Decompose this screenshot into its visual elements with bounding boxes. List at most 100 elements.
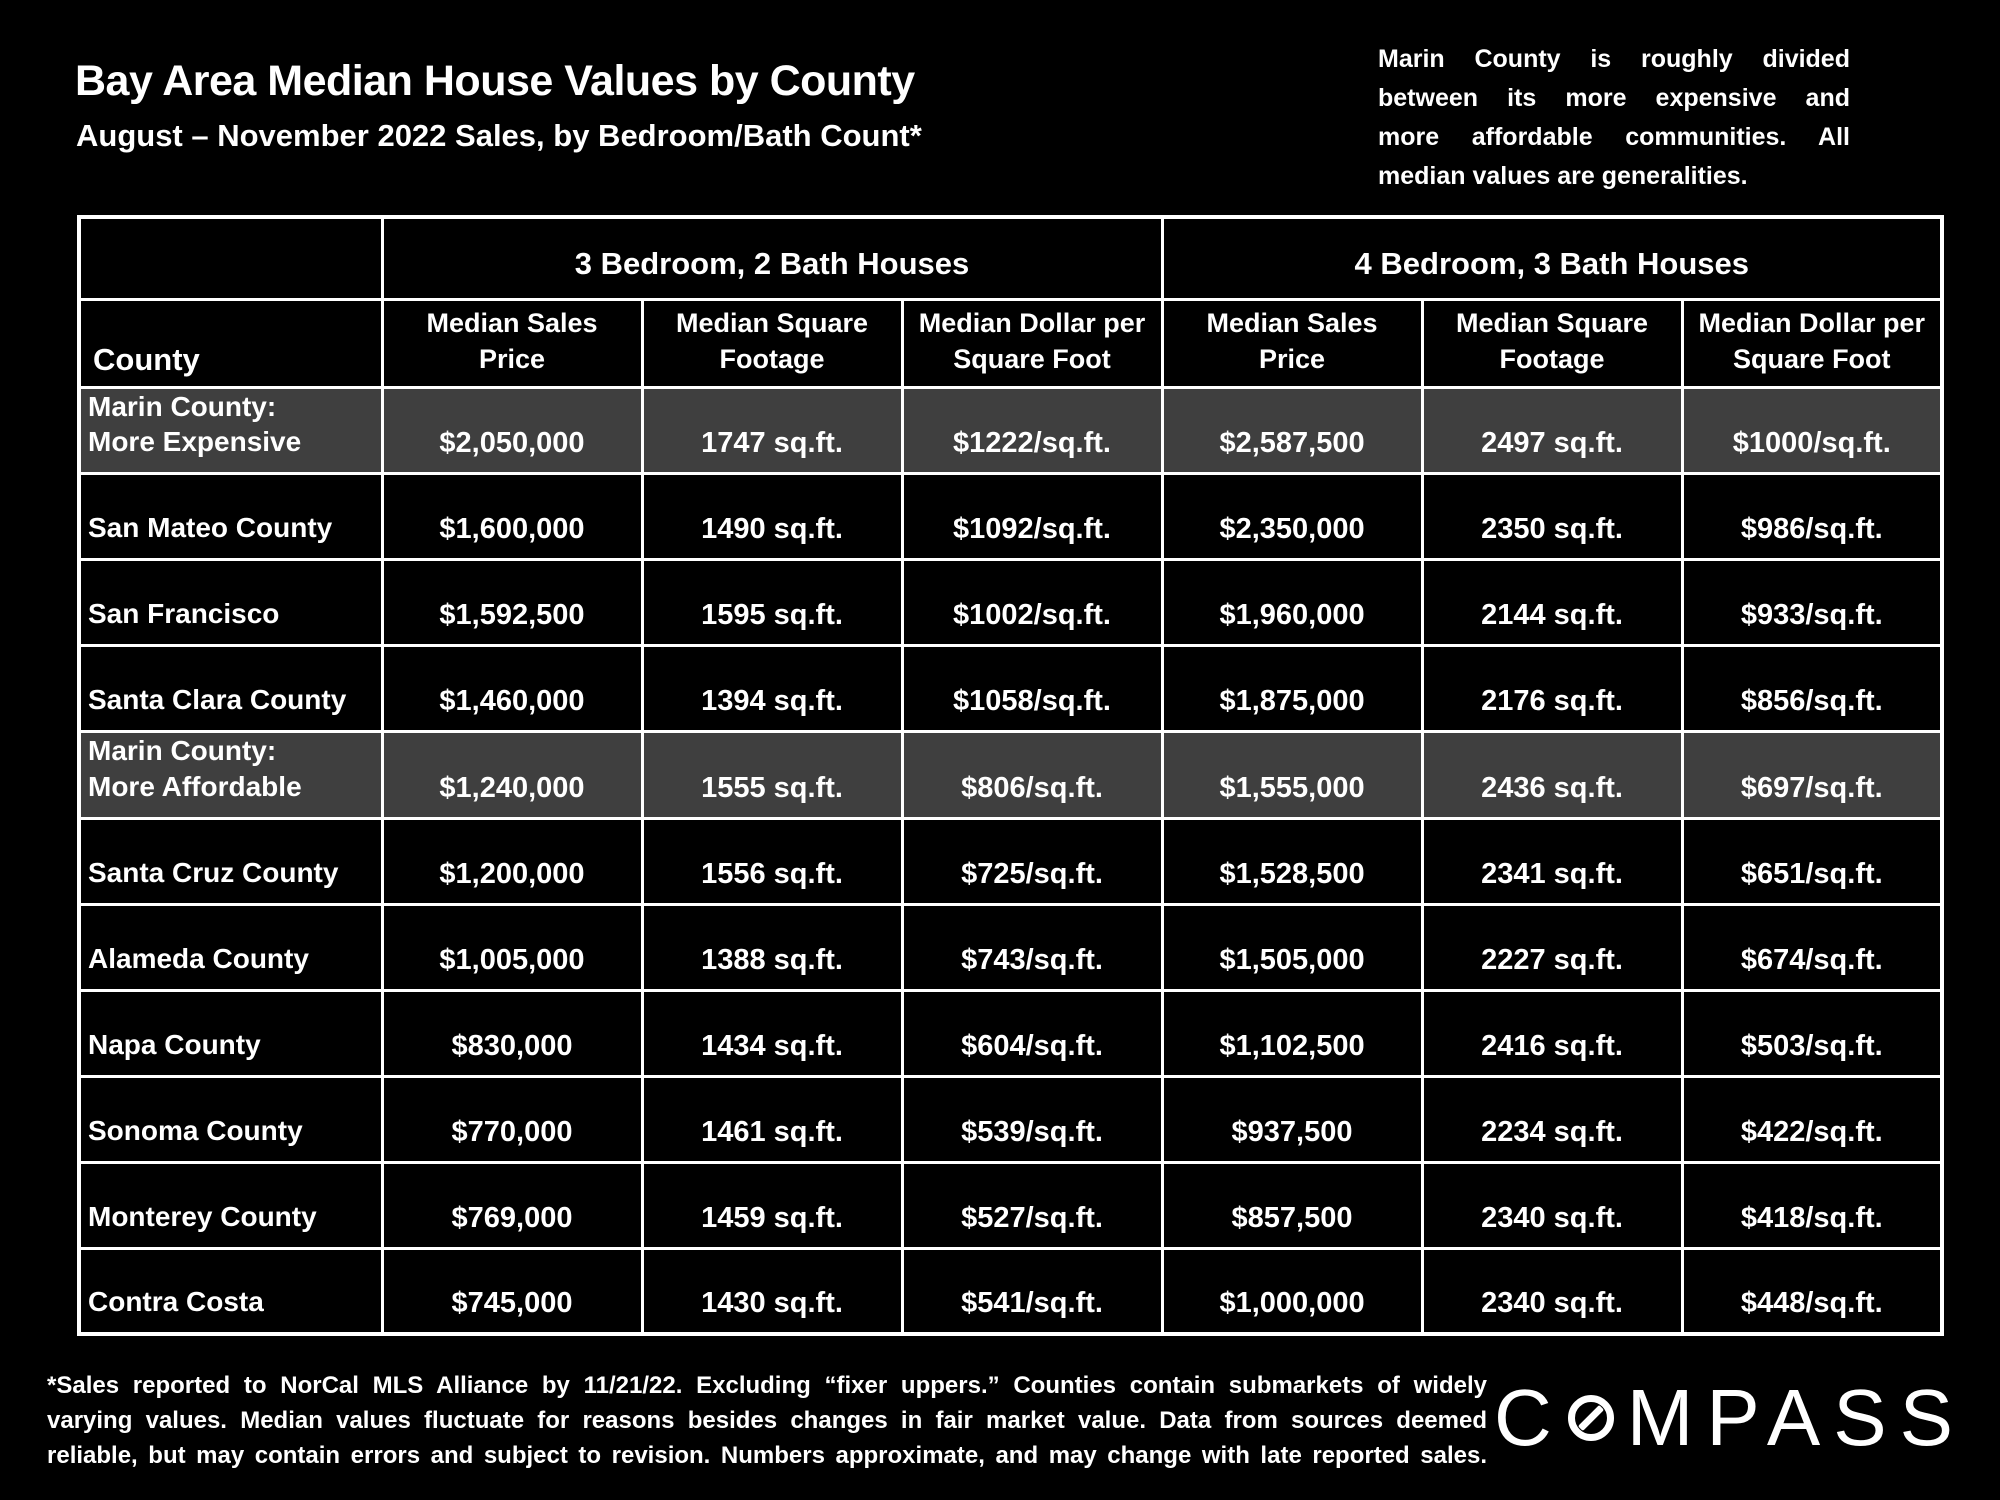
value-cell: $448/sq.ft. (1680, 1246, 1944, 1336)
value-cell: 1459 sq.ft. (640, 1160, 904, 1250)
table-row: Santa Cruz County $1,200,000 1556 sq.ft. $7… (77, 816, 1944, 906)
value-cell: $651/sq.ft. (1680, 816, 1944, 906)
col-header-dollar-per-sqft-3br: Median Dollar per Square Foot (900, 297, 1164, 389)
value-cell: $539/sq.ft. (900, 1074, 1164, 1164)
value-cell: $857,500 (1160, 1160, 1424, 1250)
county-cell: Marin County: More Affordable (77, 730, 384, 820)
value-cell: $674/sq.ft. (1680, 902, 1944, 992)
value-cell: $2,587,500 (1160, 385, 1424, 476)
value-cell: $1,200,000 (380, 816, 644, 906)
value-cell: $830,000 (380, 988, 644, 1078)
value-cell: $1,460,000 (380, 644, 644, 734)
value-cell: 2341 sq.ft. (1420, 816, 1684, 906)
value-cell: $743/sq.ft. (900, 902, 1164, 992)
table-row: Marin County: More Expensive $2,050,000 17… (77, 385, 1944, 476)
value-cell: $1,528,500 (1160, 816, 1424, 906)
marin-note-line: Marin County is roughly divided (1378, 45, 1850, 73)
county-cell: Sonoma County (77, 1074, 384, 1164)
value-cell: $745,000 (380, 1246, 644, 1336)
value-cell: 1388 sq.ft. (640, 902, 904, 992)
group-header-row: 3 Bedroom, 2 Bath Houses 4 Bedroom, 3 Ba… (77, 215, 1944, 301)
col-header-square-footage-4br: Median Square Footage (1420, 297, 1684, 389)
value-cell: 2436 sq.ft. (1420, 730, 1684, 820)
county-cell: Marin County: More Expensive (77, 385, 384, 476)
value-cell: $933/sq.ft. (1680, 558, 1944, 648)
value-cell: 1394 sq.ft. (640, 644, 904, 734)
group-header-4br3ba: 4 Bedroom, 3 Bath Houses (1160, 215, 1944, 301)
marin-note-line: more affordable communities. All (1378, 123, 1850, 151)
value-cell: $1,875,000 (1160, 644, 1424, 734)
value-cell: $1002/sq.ft. (900, 558, 1164, 648)
table-row: San Francisco $1,592,500 1595 sq.ft. $1002/… (77, 558, 1944, 648)
value-cell: 2144 sq.ft. (1420, 558, 1684, 648)
group-header-3br2ba: 3 Bedroom, 2 Bath Houses (380, 215, 1164, 301)
value-cell: $937,500 (1160, 1074, 1424, 1164)
compass-o-icon (1567, 1395, 1614, 1441)
table-row: Monterey County $769,000 1459 sq.ft. $527/s… (77, 1160, 1944, 1250)
value-cell: $1,960,000 (1160, 558, 1424, 648)
county-cell: Alameda County (77, 902, 384, 992)
value-cell: $604/sq.ft. (900, 988, 1164, 1078)
corner-cell (77, 215, 384, 301)
value-cell: $806/sq.ft. (900, 730, 1164, 820)
col-header-sales-price-4br: Median Sales Price (1160, 297, 1424, 389)
county-cell: Contra Costa (77, 1246, 384, 1336)
value-cell: 1461 sq.ft. (640, 1074, 904, 1164)
table-row: Alameda County $1,005,000 1388 sq.ft. $743/… (77, 902, 1944, 992)
value-cell: $1,592,500 (380, 558, 644, 648)
value-cell: $769,000 (380, 1160, 644, 1250)
county-cell: Monterey County (77, 1160, 384, 1250)
table-row: Marin County: More Affordable $1,240,000 1… (77, 730, 1944, 820)
table-row: Contra Costa $745,000 1430 sq.ft. $541/sq.f… (77, 1246, 1944, 1336)
county-cell: Santa Cruz County (77, 816, 384, 906)
value-cell: $418/sq.ft. (1680, 1160, 1944, 1250)
value-cell: 1595 sq.ft. (640, 558, 904, 648)
value-cell: $856/sq.ft. (1680, 644, 1944, 734)
compass-logo: C MPASS (1494, 1372, 1966, 1464)
value-cell: $1,240,000 (380, 730, 644, 820)
page-title: Bay Area Median House Values by County (75, 57, 915, 105)
value-cell: 2497 sq.ft. (1420, 385, 1684, 476)
marin-note: Marin County is roughly divided between … (1378, 40, 1850, 196)
table-row: San Mateo County $1,600,000 1490 sq.ft. $10… (77, 472, 1944, 562)
value-cell: 1747 sq.ft. (640, 385, 904, 476)
value-cell: 1430 sq.ft. (640, 1246, 904, 1336)
county-cell: Santa Clara County (77, 644, 384, 734)
value-cell: $2,350,000 (1160, 472, 1424, 562)
value-cell: $1,005,000 (380, 902, 644, 992)
value-cell: $2,050,000 (380, 385, 644, 476)
value-cell: $527/sq.ft. (900, 1160, 1164, 1250)
value-cell: $1,505,000 (1160, 902, 1424, 992)
col-header-dollar-per-sqft-4br: Median Dollar per Square Foot (1680, 297, 1944, 389)
value-cell: $1,555,000 (1160, 730, 1424, 820)
column-header-row: County Median Sales Price Median Square … (77, 297, 1944, 389)
value-cell: $1000/sq.ft. (1680, 385, 1944, 476)
table-row: Sonoma County $770,000 1461 sq.ft. $539/sq.… (77, 1074, 1944, 1164)
value-cell: 2234 sq.ft. (1420, 1074, 1684, 1164)
value-cell: 2416 sq.ft. (1420, 988, 1684, 1078)
value-cell: $1092/sq.ft. (900, 472, 1164, 562)
value-cell: $422/sq.ft. (1680, 1074, 1944, 1164)
marin-note-line: between its more expensive and (1378, 84, 1850, 112)
county-cell: Napa County (77, 988, 384, 1078)
col-header-sales-price-3br: Median Sales Price (380, 297, 644, 389)
value-cell: $541/sq.ft. (900, 1246, 1164, 1336)
value-cell: $1222/sq.ft. (900, 385, 1164, 476)
value-cell: $1,102,500 (1160, 988, 1424, 1078)
table-row: Santa Clara County $1,460,000 1394 sq.ft. $… (77, 644, 1944, 734)
value-cell: 1434 sq.ft. (640, 988, 904, 1078)
value-cell: $770,000 (380, 1074, 644, 1164)
footnote-line: varying values. Median values fluctuate … (47, 1407, 1487, 1434)
county-column-header: County (77, 297, 384, 389)
value-cell: 1490 sq.ft. (640, 472, 904, 562)
values-table: 3 Bedroom, 2 Bath Houses 4 Bedroom, 3 Ba… (77, 215, 1945, 1337)
value-cell: $697/sq.ft. (1680, 730, 1944, 820)
footnote: *Sales reported to NorCal MLS Alliance b… (47, 1368, 1487, 1473)
footnote-line: *Sales reported to NorCal MLS Alliance b… (47, 1372, 1487, 1399)
table-body: Marin County: More Expensive $2,050,000 17… (77, 385, 1944, 1336)
value-cell: $725/sq.ft. (900, 816, 1164, 906)
county-cell: San Mateo County (77, 472, 384, 562)
value-cell: 2176 sq.ft. (1420, 644, 1684, 734)
table-row: Napa County $830,000 1434 sq.ft. $604/sq.ft… (77, 988, 1944, 1078)
value-cell: 2340 sq.ft. (1420, 1246, 1684, 1336)
